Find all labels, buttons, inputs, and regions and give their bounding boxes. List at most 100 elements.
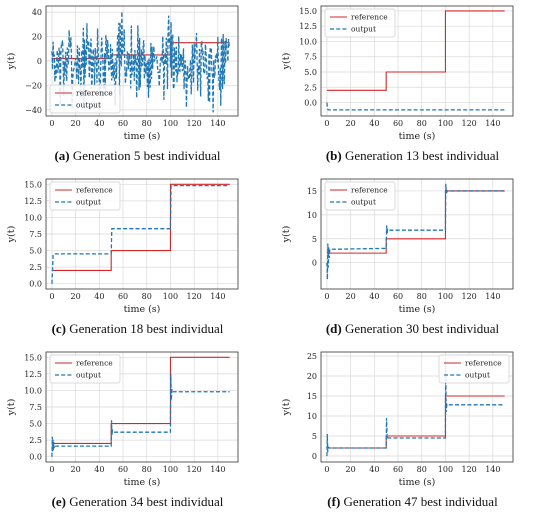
chart-b-x-tick-label: 60 [393,119,403,128]
chart-f-plot: 0 20 40 60 80 100 120 140 0 5 10 15 20 25 time (s) y(t)… [281,351,514,488]
chart-a-y-axis-label: y(t) [6,53,17,71]
chart-c-x-tick-label: 80 [142,292,152,301]
chart-f-y-tick-label: 20 [307,372,317,381]
chart-f-x-tick-label: 0 [324,465,329,474]
chart-d-legend-box [324,181,396,211]
chart-b-x-tick-label: 0 [324,119,329,128]
chart-d-x-tick-label: 140 [485,292,500,301]
chart-e-y-tick-label: 7.5 [29,403,42,412]
chart-d-y-tick-label: 5 [312,235,317,244]
chart-b-x-tick-label: 120 [462,119,477,128]
chart-a-x-tick-label: 140 [210,119,225,128]
chart-d-x-tick-label: 20 [346,292,356,301]
chart-b-series-reference [326,10,505,91]
chart-e-x-tick-label: 120 [187,465,202,474]
chart-b-legend-label-output: output [351,25,376,34]
chart-c-x-tick-label: 60 [118,292,128,301]
chart-f-x-tick-label: 140 [485,465,500,474]
chart-f-x-tick-label: 80 [417,465,427,474]
chart-f-x-tick-label: 120 [462,465,477,474]
chart-c-y-tick-label: 12.5 [24,197,42,206]
chart-a-caption: (a) Generation 5 best individual [0,148,275,164]
chart-b-legend-label-reference: reference [351,13,388,22]
chart-a-y-tick-label: 20 [32,33,42,42]
chart-a-x-tick-label: 60 [118,119,128,128]
chart-f-x-tick-label: 60 [393,465,403,474]
chart-e-x-tick-label: 80 [142,465,152,474]
chart-c-y-tick-label: 15.0 [24,180,42,189]
chart-b-x-tick-label: 100 [438,119,453,128]
chart-b-caption-letter: (b) [325,148,342,163]
chart-d-plot: 0 20 40 60 80 100 120 140 0 5 10 15 time (s) y(t) refe… [281,178,514,315]
chart-a-y-tick-label: −40 [25,106,42,115]
chart-b-caption-text: Generation 13 best individual [341,148,500,163]
chart-d-legend-label-output: output [351,198,376,207]
chart-b-caption: (b) Generation 13 best individual [275,148,550,164]
chart-e-legend: reference output [49,354,121,384]
chart-d-x-axis-label: time (s) [399,304,436,315]
chart-a-caption-letter: (a) [54,148,70,163]
chart-e-caption-text: Generation 34 best individual [66,494,224,509]
chart-c-caption: (c) Generation 18 best individual [0,321,275,337]
chart-panel-c: 0 20 40 60 80 100 120 140 0.0 2.5 5.0 7.5 10.0 12.5 15… [0,173,275,346]
chart-c-x-tick-label: 20 [71,292,81,301]
chart-c-y-tick-label: 7.5 [29,230,42,239]
chart-e-x-axis-label: time (s) [124,477,161,488]
chart-a-x-tick-label: 100 [163,119,178,128]
chart-f-x-tick-label: 40 [369,465,379,474]
chart-c-caption-letter: (c) [51,321,66,336]
chart-e-x-tick-label: 20 [71,465,81,474]
chart-c-y-tick-label: 0.0 [29,280,42,289]
chart-b-y-tick-label: 12.5 [299,22,317,31]
chart-d-y-tick-label: 10 [307,211,317,220]
chart-a-y-tick-label: 40 [32,8,42,17]
chart-d-legend: reference output [324,181,396,211]
chart-e-y-tick-label: 15.0 [24,353,42,362]
chart-b-y-tick-label: 2.5 [304,83,317,92]
chart-f-legend: reference output [438,354,510,384]
chart-panel-d: 0 20 40 60 80 100 120 140 0 5 10 15 time (s) y(t) refe… [275,173,550,346]
chart-d-x-tick-label: 0 [324,292,329,301]
chart-b-x-tick-label: 40 [369,119,379,128]
chart-f-y-axis-label: y(t) [281,399,292,417]
chart-a-x-axis-label: time (s) [124,131,161,142]
chart-e-x-tick-label: 140 [210,465,225,474]
chart-panel-f: 0 20 40 60 80 100 120 140 0 5 10 15 20 25 time (s) y(t)… [275,346,550,519]
chart-b-x-tick-label: 140 [485,119,500,128]
chart-b-series-output [326,102,505,111]
chart-a-plot: 0 20 40 60 80 100 120 140 −40 −20 0 20 40 time (s) y(t… [6,5,239,142]
chart-e-caption-letter: (e) [51,494,66,509]
chart-panel-e: 0 20 40 60 80 100 120 140 0.0 2.5 5.0 7.5 10.0 12.5 15… [0,346,275,519]
chart-e-x-tick-label: 40 [94,465,104,474]
chart-c-x-tick-label: 0 [49,292,54,301]
chart-c-y-tick-label: 2.5 [29,263,42,272]
chart-b-y-tick-label: 5.0 [304,68,317,77]
chart-c-x-tick-label: 140 [210,292,225,301]
chart-e-plot: 0 20 40 60 80 100 120 140 0.0 2.5 5.0 7.5 10.0 12.5 15… [6,351,239,488]
chart-e-y-tick-label: 10.0 [24,386,42,395]
chart-c-series-reference [51,183,230,271]
chart-a-legend-label-reference: reference [76,89,113,98]
chart-a-axes-frame [45,5,239,117]
chart-panel-b: 0 20 40 60 80 100 120 140 0.0 2.5 5.0 7.5 10.0 12.5 15… [275,0,550,173]
chart-c-legend-box [49,181,121,211]
chart-c-x-axis-label: time (s) [124,304,161,315]
chart-c-plot: 0 20 40 60 80 100 120 140 0.0 2.5 5.0 7.5 10.0 12.5 15… [6,178,239,315]
chart-f-y-tick-label: 25 [307,352,317,361]
chart-f-x-tick-label: 20 [346,465,356,474]
chart-c-x-tick-label: 40 [94,292,104,301]
chart-c-x-tick-label: 120 [187,292,202,301]
chart-c-y-tick-label: 5.0 [29,247,42,256]
chart-f-caption-letter: (f) [327,494,341,509]
chart-e-caption: (e) Generation 34 best individual [0,494,275,510]
chart-d-y-axis-label: y(t) [281,226,292,244]
chart-e-x-tick-label: 60 [118,465,128,474]
chart-b-y-tick-label: 7.5 [304,53,317,62]
chart-e-series-output [51,373,230,457]
chart-e-legend-box [49,354,121,384]
chart-b-axes-frame [320,5,514,117]
chart-a-legend-box [49,84,121,114]
chart-e-legend-label-output: output [76,371,101,380]
chart-f-y-tick-label: 5 [312,432,317,441]
chart-f-y-tick-label: 0 [312,452,317,461]
